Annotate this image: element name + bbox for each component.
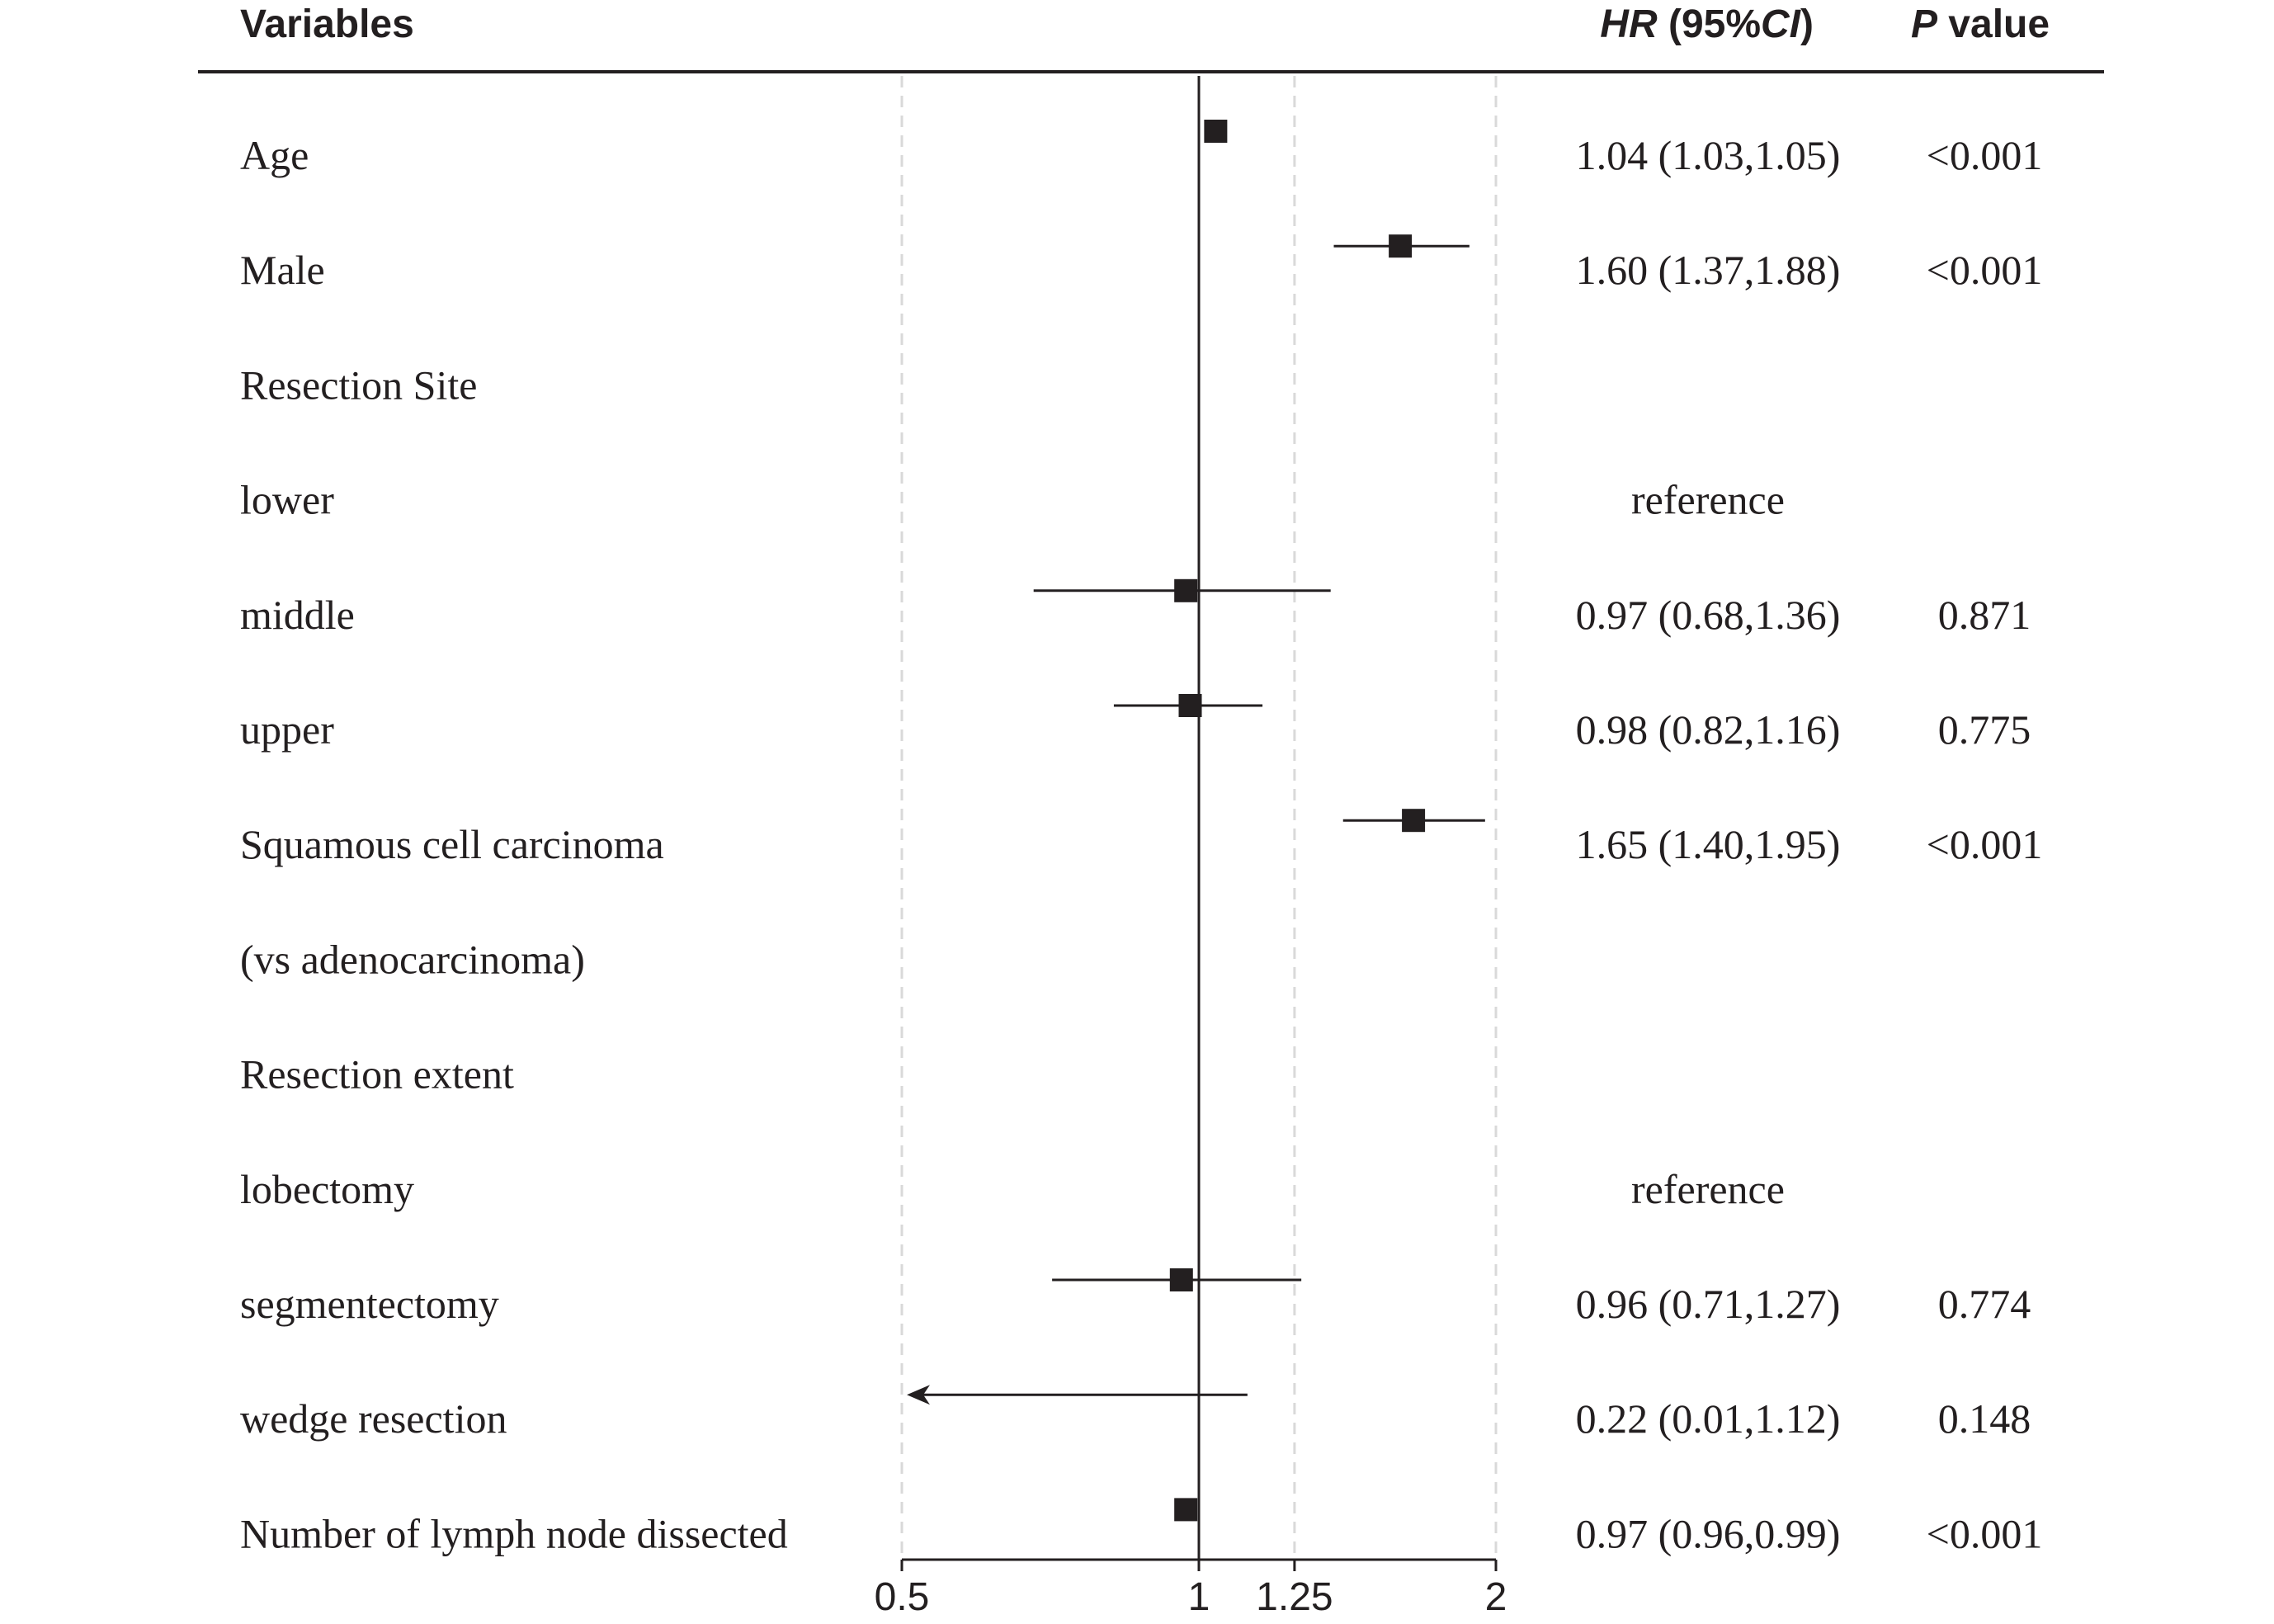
row-label: lobectomy xyxy=(240,1166,414,1212)
table-row: middle 0.97 (0.68,1.36) 0.871 xyxy=(240,592,2031,638)
point-estimate xyxy=(1169,1268,1193,1291)
table-row: upper 0.98 (0.82,1.16) 0.775 xyxy=(240,706,2031,753)
p-value: <0.001 xyxy=(1927,821,2043,867)
row-label: Age xyxy=(240,132,309,178)
row-label: segmentectomy xyxy=(240,1281,499,1327)
marks xyxy=(907,120,1485,1522)
hr-ci-value: 0.97 (0.96,0.99) xyxy=(1576,1510,1841,1556)
row-label: Number of lymph node dissected xyxy=(240,1510,788,1556)
hr-ci-value: 0.96 (0.71,1.27) xyxy=(1576,1281,1841,1327)
p-value: 0.774 xyxy=(1938,1281,2031,1327)
row-label: upper xyxy=(240,706,334,753)
hr-ci-value: 0.97 (0.68,1.36) xyxy=(1576,592,1841,638)
table-row: lobectomy reference xyxy=(240,1166,1785,1212)
row-label: (vs adenocarcinoma) xyxy=(240,936,585,982)
hr-header-close: ) xyxy=(1800,2,1814,46)
x-tick-label: 1 xyxy=(1188,1575,1210,1619)
hr-header-italic: HR xyxy=(1600,2,1658,46)
table-row: Resection Site xyxy=(240,361,477,408)
hr-ci-value: reference xyxy=(1631,1166,1785,1212)
table-row: segmentectomy 0.96 (0.71,1.27) 0.774 xyxy=(240,1281,2031,1327)
row-label: wedge resection xyxy=(240,1395,507,1442)
row-label: Squamous cell carcinoma xyxy=(240,821,664,867)
row-label: lower xyxy=(240,477,334,523)
x-tick-label: 0.5 xyxy=(875,1575,930,1619)
hr-ci-value: 1.60 (1.37,1.88) xyxy=(1576,247,1841,293)
variables-header: Variables xyxy=(240,2,414,46)
point-estimate xyxy=(1402,809,1426,833)
x-tick-label: 1.25 xyxy=(1256,1575,1333,1619)
rows: Age 1.04 (1.03,1.05) <0.001 Male 1.60 (1.37,… xyxy=(240,132,2042,1556)
point-estimate xyxy=(1174,578,1198,602)
point-estimate xyxy=(1204,120,1228,143)
table-row: Age 1.04 (1.03,1.05) <0.001 xyxy=(240,132,2042,178)
p-value: 0.775 xyxy=(1938,706,2031,753)
hr-header-open: (95% xyxy=(1658,2,1761,46)
x-tick-label: 2 xyxy=(1485,1575,1507,1619)
row-label: Resection Site xyxy=(240,361,477,408)
ci-header-italic: CI xyxy=(1761,2,1802,46)
hr-ci-header: HR (95%CI) xyxy=(1600,2,1814,46)
x-axis: 0.5 1 1.25 2 xyxy=(875,1558,1507,1619)
table-row: Resection extent xyxy=(240,1051,514,1098)
gridlines xyxy=(900,76,1498,1560)
p-value: <0.001 xyxy=(1927,247,2043,293)
point-estimate xyxy=(1178,694,1202,717)
table-row: Number of lymph node dissected 0.97 (0.96… xyxy=(240,1510,2042,1556)
p-value: 0.148 xyxy=(1938,1395,2031,1442)
p-header-rest: value xyxy=(1937,2,2050,46)
hr-ci-value: 0.98 (0.82,1.16) xyxy=(1576,706,1841,753)
table-row: (vs adenocarcinoma) xyxy=(240,936,585,982)
table-row: lower reference xyxy=(240,477,1785,523)
p-value-header: P value xyxy=(1911,2,2050,46)
hr-ci-value: 1.65 (1.40,1.95) xyxy=(1576,821,1841,867)
p-value: <0.001 xyxy=(1927,132,2043,178)
row-label: middle xyxy=(240,592,355,638)
p-value: <0.001 xyxy=(1927,1510,2043,1556)
table-row: wedge resection 0.22 (0.01,1.12) 0.148 xyxy=(240,1395,2031,1442)
table-row: Squamous cell carcinoma 1.65 (1.40,1.95) <… xyxy=(240,821,2042,867)
p-value: 0.871 xyxy=(1938,592,2031,638)
hr-ci-value: 0.22 (0.01,1.12) xyxy=(1576,1395,1841,1442)
p-header-italic: P xyxy=(1911,2,1938,46)
ci-arrow xyxy=(907,1385,930,1405)
hr-ci-value: 1.04 (1.03,1.05) xyxy=(1576,132,1841,178)
row-label: Male xyxy=(240,247,325,293)
table-row: Male 1.60 (1.37,1.88) <0.001 xyxy=(240,247,2042,293)
row-label: Resection extent xyxy=(240,1051,514,1098)
point-estimate xyxy=(1174,1498,1198,1522)
point-estimate xyxy=(1389,234,1413,258)
hr-ci-value: reference xyxy=(1631,477,1785,523)
